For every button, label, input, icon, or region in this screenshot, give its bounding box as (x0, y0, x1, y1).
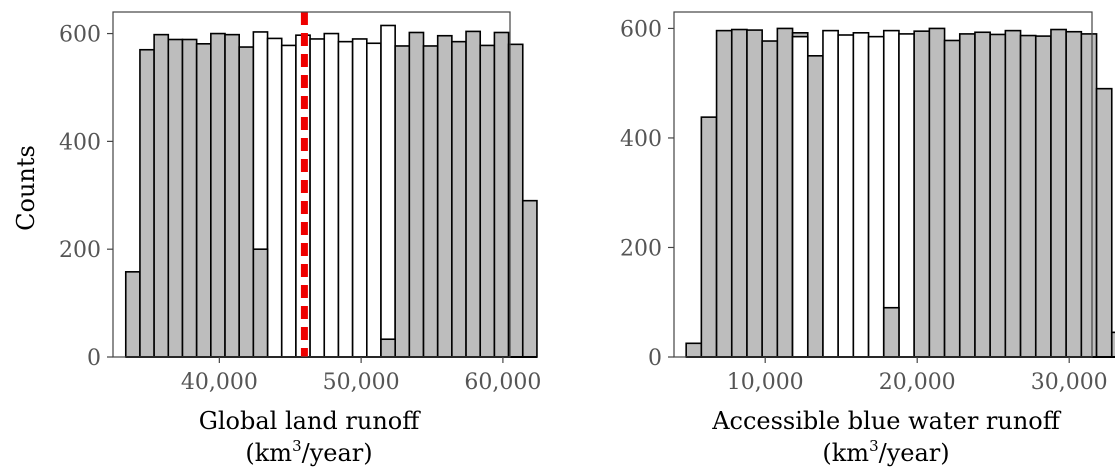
right-histogram-overlay-bars (791, 35, 900, 358)
histogram-bar (323, 32, 340, 358)
right-x-axis-title-line2: (km3/year) (822, 437, 949, 467)
histogram-bar (943, 39, 961, 358)
right-plot-frame (673, 11, 1093, 358)
left-plot-frame (112, 11, 511, 358)
histogram-bar (224, 33, 240, 358)
x-tick-label: 50,000 (323, 370, 400, 395)
histogram-bar (266, 37, 283, 358)
y-tick-label: 400 (620, 127, 662, 152)
x-tick-label: 30,000 (1031, 370, 1108, 395)
left-histogram-overlay-bars (252, 248, 396, 358)
histogram-bar (465, 30, 482, 358)
histogram-bar (1080, 33, 1098, 358)
y-tick-label: 200 (59, 238, 101, 263)
y-tick-label: 200 (620, 236, 662, 261)
histogram-overlay-bar (380, 338, 396, 358)
histogram-bar (746, 29, 763, 358)
x-tick-label: 40,000 (181, 370, 258, 395)
right-y-axis-ticks: 0 200 400 600 (620, 17, 674, 371)
y-tick-label: 400 (59, 130, 101, 155)
histogram-bar (898, 33, 915, 358)
histogram-bar (436, 34, 453, 358)
right-histogram-bars (685, 27, 1115, 358)
histogram-bar (1110, 331, 1115, 358)
y-tick-label: 600 (620, 17, 662, 42)
histogram-bar (822, 29, 839, 358)
histogram-bar (1019, 34, 1037, 358)
histogram-bar (394, 45, 411, 358)
left-y-axis-title: Counts (12, 145, 40, 231)
histogram-bar (913, 30, 931, 358)
x-tick-label: 20,000 (879, 370, 956, 395)
y-tick-label: 0 (87, 346, 101, 371)
histogram-bar (210, 32, 226, 358)
y-tick-label: 600 (59, 23, 101, 48)
left-x-axis-title-line1: Global land runoff (199, 407, 422, 435)
histogram-bar (1034, 35, 1052, 358)
histogram-bar (365, 42, 382, 358)
histogram-overlay-bar (252, 248, 269, 358)
histogram-bar (1004, 29, 1022, 358)
left-x-axis-title-line2: (km3/year) (245, 437, 372, 467)
right-x-axis-title-line1: Accessible blue water runoff (711, 407, 1062, 435)
histogram-bar (852, 32, 870, 358)
histogram-bar (479, 44, 496, 358)
histogram-bar (867, 35, 885, 358)
histogram-bar (974, 31, 991, 358)
histogram-bar (451, 40, 467, 358)
x-tick-label: 60,000 (464, 370, 541, 395)
histogram-bar (408, 31, 425, 358)
histogram-bar (238, 46, 255, 358)
histogram-bar (730, 28, 748, 358)
histogram-bar (700, 116, 718, 358)
histogram-bar (337, 40, 354, 358)
histogram-bar (139, 48, 155, 358)
histogram-bar (837, 34, 855, 358)
histogram-bar (1095, 87, 1113, 358)
left-histogram-panel: 0 200 400 600 40,000 50,000 60,000 Counts Glo… (12, 11, 541, 467)
histogram-bar (380, 24, 396, 358)
histogram-bar (958, 33, 976, 358)
histogram-overlay-bar (791, 35, 809, 358)
histogram-bar (280, 44, 297, 358)
histogram-bar (195, 43, 212, 358)
histogram-bar (309, 38, 326, 358)
histogram-bar (521, 199, 538, 358)
histogram-bar (153, 33, 170, 358)
x-tick-label: 10,000 (727, 370, 804, 395)
histogram-bar (685, 342, 703, 358)
histogram-bar (1065, 30, 1083, 358)
histogram-bar (715, 29, 733, 358)
right-histogram-panel: 0 200 400 600 10,000 20,000 30,000 Accessible… (620, 11, 1115, 467)
histogram-bar (493, 31, 510, 358)
left-y-axis-ticks: 0 200 400 600 (59, 23, 113, 371)
histogram-bar (124, 271, 141, 358)
histogram-bar (422, 45, 439, 358)
histogram-overlay-bar (882, 306, 900, 358)
left-x-axis-ticks: 40,000 50,000 60,000 (181, 357, 541, 395)
histogram-bar (181, 38, 198, 358)
histogram-bar (507, 43, 524, 358)
left-histogram-bars (124, 24, 538, 358)
histogram-bar (776, 27, 794, 358)
histogram-bar (928, 27, 946, 358)
histogram-bar (167, 38, 184, 358)
y-tick-label: 0 (648, 346, 662, 371)
histogram-bar (1050, 28, 1067, 358)
histogram-bar (806, 55, 824, 358)
histogram-bar (351, 38, 368, 358)
right-x-axis-ticks: 10,000 20,000 30,000 (727, 357, 1108, 395)
histogram-bar (989, 33, 1007, 358)
histogram-bar (761, 40, 779, 358)
